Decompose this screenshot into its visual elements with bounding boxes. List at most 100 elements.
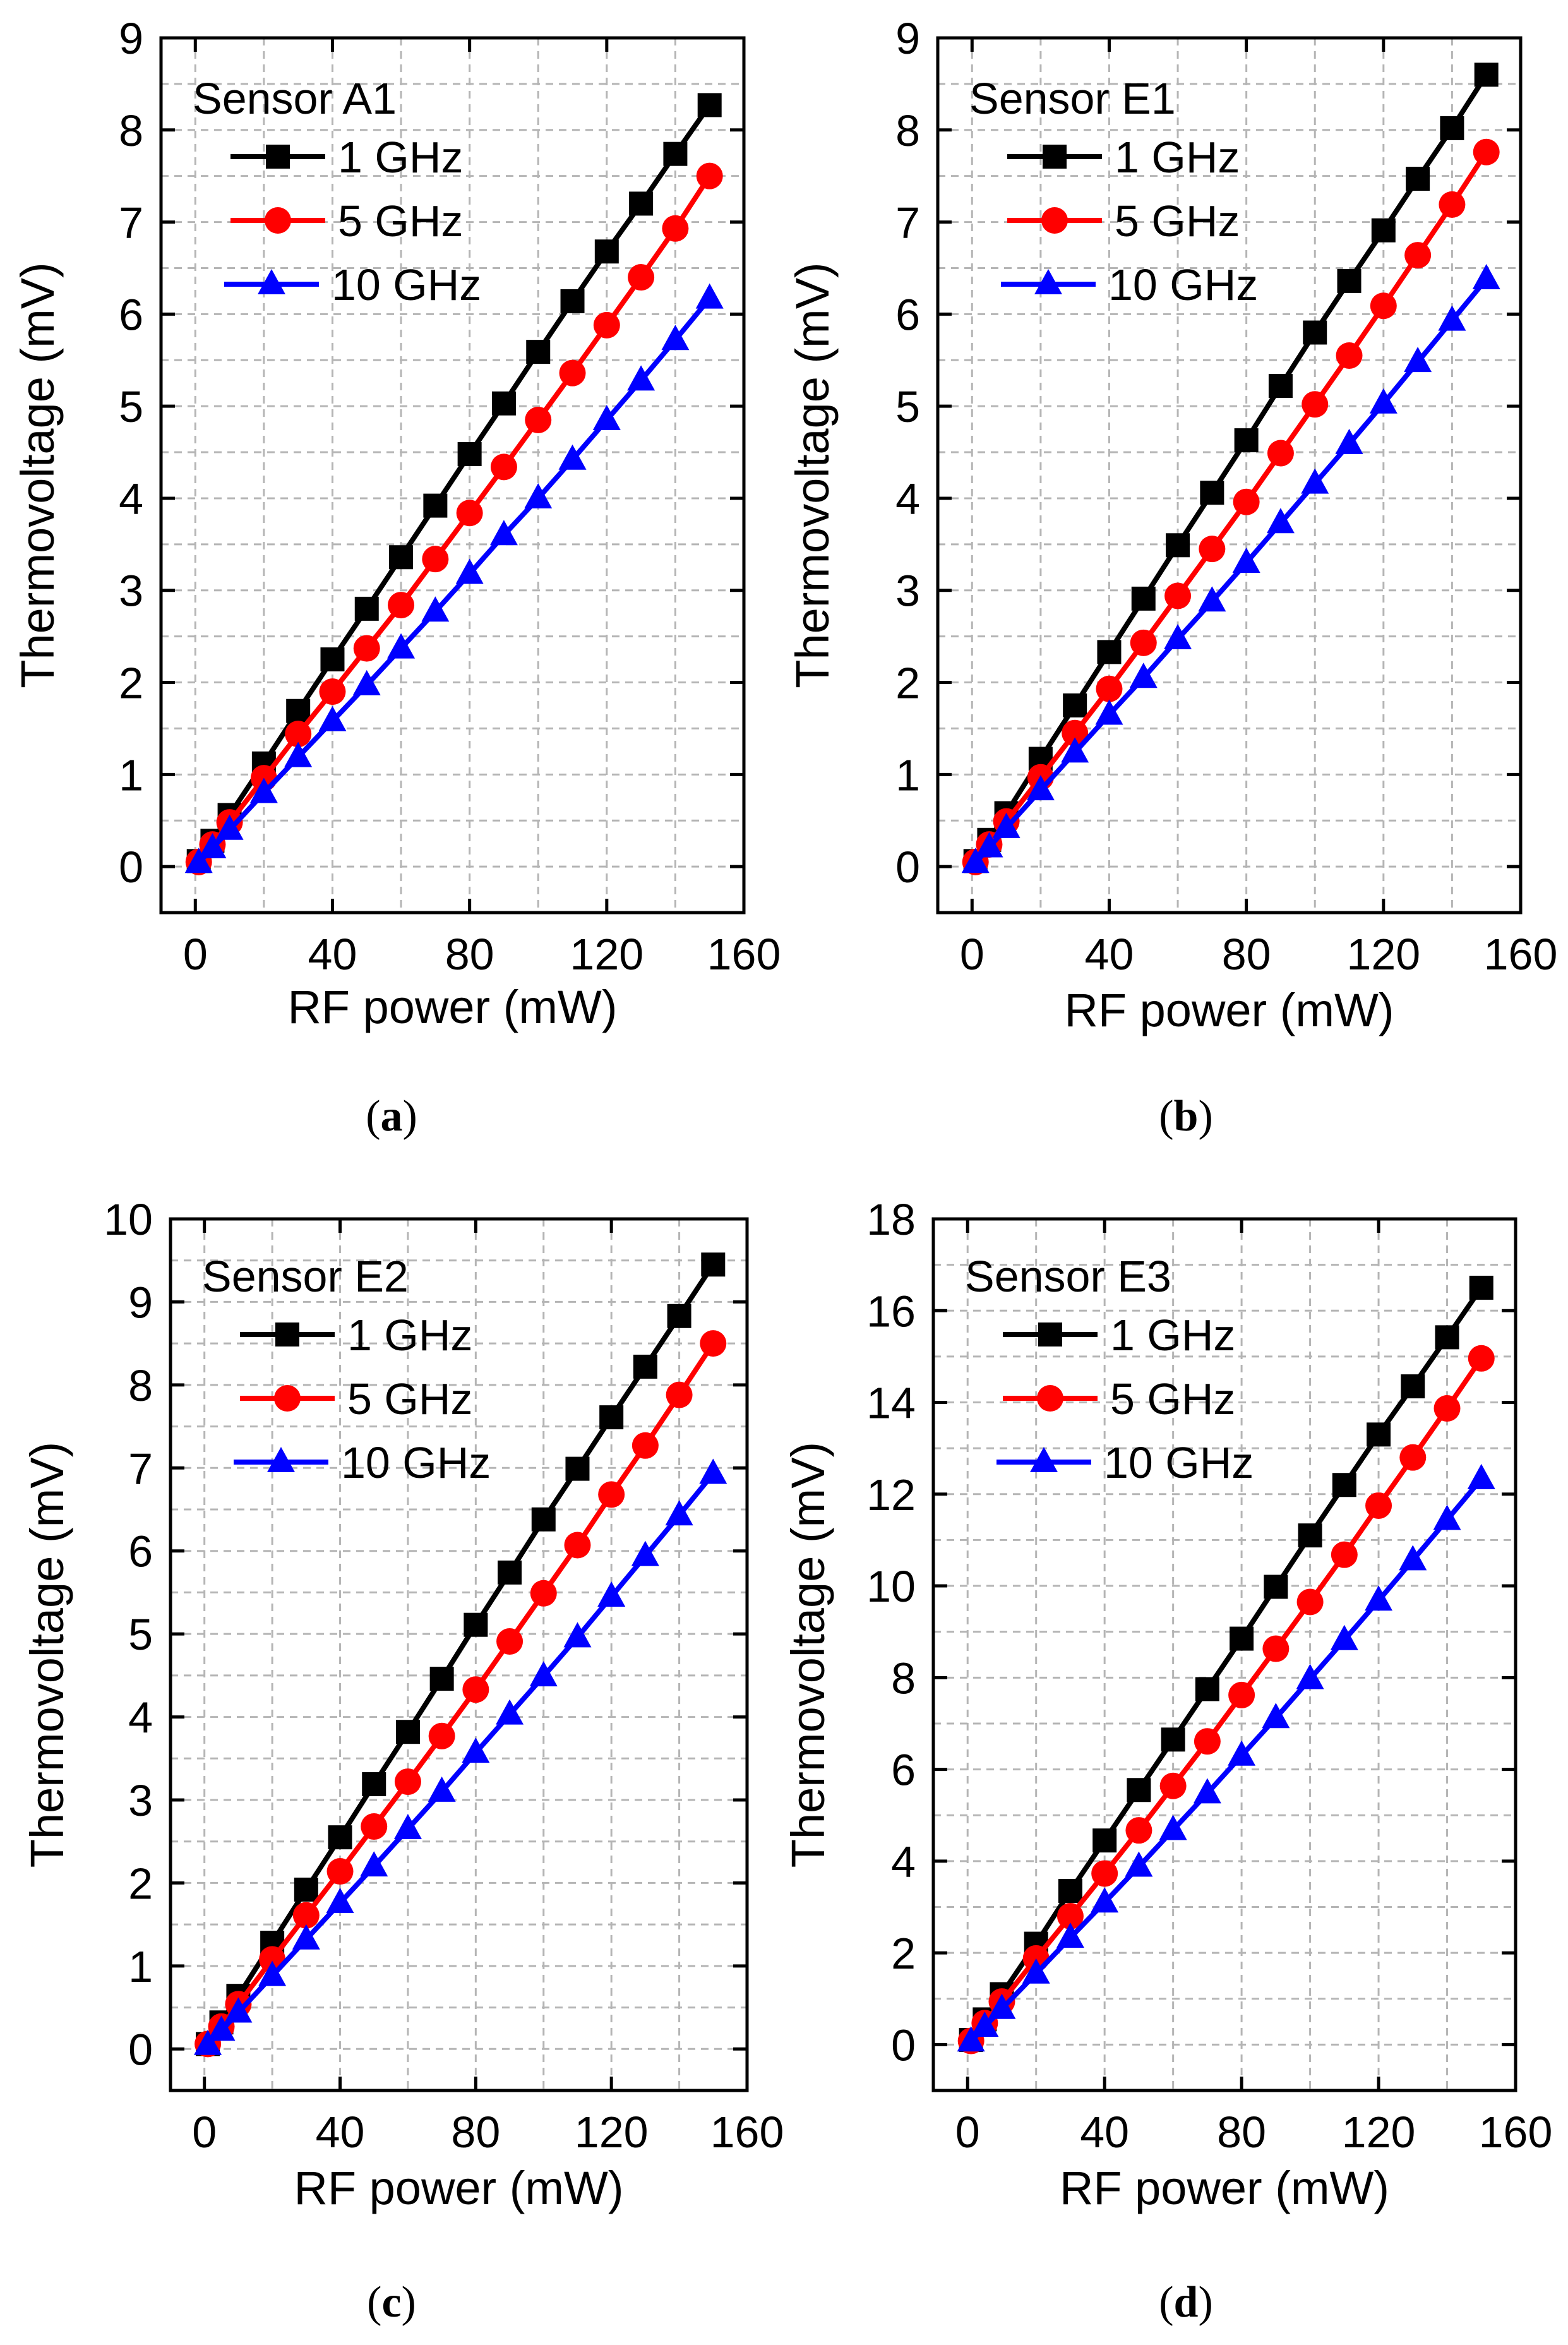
panel-caption: (c) (367, 2278, 416, 2327)
data-point (564, 1532, 591, 1559)
legend-label: 10 GHz (332, 260, 481, 309)
data-point (1268, 374, 1293, 399)
data-point (423, 493, 448, 518)
data-point (353, 635, 380, 662)
x-tick-label: 160 (1479, 2108, 1553, 2157)
y-tick-label: 4 (119, 474, 143, 524)
y-axis-title: Thermovoltage (mV) (786, 262, 839, 688)
data-point (352, 669, 381, 695)
data-point (294, 1877, 318, 1902)
data-point (1370, 292, 1397, 320)
y-tick-label: 3 (128, 1776, 153, 1825)
x-tick-label: 0 (960, 930, 984, 979)
data-point (389, 545, 414, 570)
data-point (362, 1772, 386, 1797)
data-point (1062, 719, 1089, 747)
y-tick-label: 7 (895, 198, 920, 248)
data-point (1125, 1851, 1153, 1877)
data-point (361, 1813, 388, 1840)
data-point (1095, 699, 1123, 725)
data-point (696, 162, 723, 189)
x-tick-label: 40 (1085, 930, 1134, 979)
data-point (1230, 1626, 1254, 1651)
data-point (699, 1458, 727, 1484)
data-point (1337, 268, 1362, 293)
data-point (428, 1776, 456, 1802)
legend-label: 1 GHz (1110, 1310, 1235, 1360)
legend-marker (1038, 1322, 1062, 1346)
data-point (961, 848, 990, 873)
legend-label: 10 GHz (341, 1438, 491, 1487)
y-tick-label: 9 (119, 14, 143, 63)
data-point (1267, 440, 1294, 467)
data-point (1262, 1635, 1290, 1662)
x-tick-label: 120 (1342, 2108, 1416, 2157)
data-point (1468, 1345, 1495, 1372)
x-tick-label: 80 (1217, 2108, 1266, 2157)
y-tick-label: 4 (895, 474, 920, 524)
data-point (1194, 1728, 1221, 1755)
x-tick-label: 160 (707, 930, 781, 979)
data-point (258, 1960, 287, 1986)
y-tick-label: 5 (128, 1610, 153, 1659)
data-point (1369, 388, 1397, 414)
y-tick-label: 4 (891, 1837, 916, 1886)
x-axis-title: RF power (mW) (1064, 984, 1394, 1036)
data-point (667, 1304, 691, 1328)
data-point (1058, 1879, 1082, 1904)
data-point (530, 1580, 557, 1607)
x-tick-label: 160 (1484, 930, 1558, 979)
y-tick-label: 4 (128, 1693, 153, 1742)
data-point (1469, 1275, 1493, 1300)
y-tick-label: 16 (866, 1286, 916, 1336)
y-tick-label: 3 (895, 567, 920, 616)
y-axis-title: Thermovoltage (mV) (21, 1442, 73, 1868)
series-10-ghz (957, 1463, 1495, 2052)
series-10-ghz (184, 283, 724, 873)
data-point (631, 1540, 659, 1566)
legend-marker (258, 269, 285, 294)
y-tick-label: 10 (866, 1562, 916, 1611)
chart-panel-c: 0 40 80 120 160 0 1 2 3 4 5 6 7 8 9 10 RF power (mW) Ther… (21, 1195, 784, 2327)
y-tick-label: 9 (895, 14, 920, 63)
data-point (695, 283, 724, 309)
data-point (1365, 1585, 1393, 1611)
y-tick-label: 8 (128, 1361, 153, 1410)
y-tick-label: 2 (891, 1929, 916, 1978)
legend-label: 10 GHz (1104, 1438, 1254, 1487)
data-point (631, 1432, 659, 1459)
data-point (318, 705, 347, 731)
legend-marker (1037, 1385, 1063, 1412)
x-tick-label: 40 (308, 930, 357, 979)
data-point (428, 1722, 455, 1749)
y-tick-label: 3 (119, 567, 143, 616)
data-point (1371, 218, 1396, 243)
y-tick-label: 8 (895, 106, 920, 155)
data-point (1467, 1463, 1495, 1489)
y-tick-label: 6 (895, 290, 920, 339)
data-point (594, 239, 619, 264)
data-point (1228, 1740, 1256, 1766)
data-point (462, 1737, 490, 1763)
data-point (286, 699, 311, 723)
y-tick-label: 8 (119, 106, 143, 155)
chart-panel-d: 0 40 80 120 160 0 2 4 6 8 10 12 14 16 18 RF power (mW) T… (782, 1195, 1552, 2327)
data-point (498, 1560, 522, 1585)
sensor-label: Sensor E2 (202, 1252, 409, 1301)
data-point (563, 1622, 592, 1648)
legend-marker (1030, 1447, 1058, 1472)
data-point (1228, 1681, 1255, 1708)
y-tick-label: 5 (895, 382, 920, 431)
data-point (1433, 1394, 1461, 1422)
data-point (957, 2026, 985, 2052)
chart-panel-a: 0 40 80 120 160 0 1 2 3 4 5 6 7 8 9 RF power (mW) Thermo… (11, 14, 781, 1141)
data-point (1195, 1677, 1219, 1701)
data-point (988, 1993, 1016, 2019)
data-point (592, 405, 621, 431)
data-point (1262, 1703, 1290, 1729)
data-point (207, 2015, 236, 2041)
y-tick-label: 0 (128, 2025, 153, 2074)
data-point (597, 1581, 626, 1607)
